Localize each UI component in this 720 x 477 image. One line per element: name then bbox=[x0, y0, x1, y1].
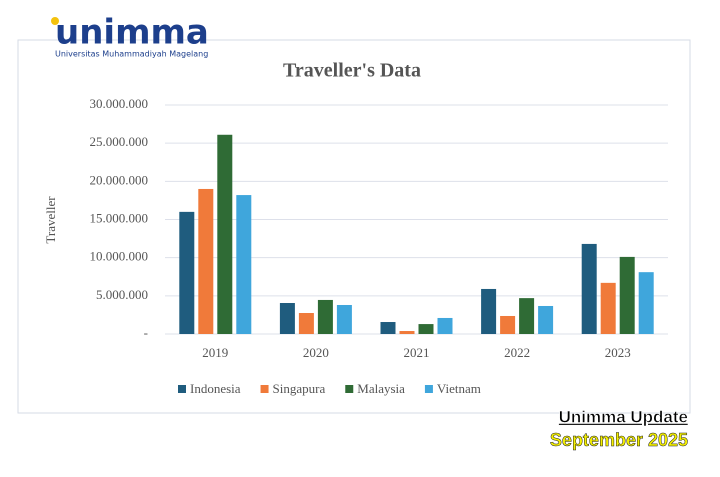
bar bbox=[638, 272, 654, 334]
chart-title: Traveller's Data bbox=[283, 60, 421, 82]
legend-swatch bbox=[178, 385, 186, 393]
bar bbox=[581, 243, 597, 334]
caption-title: Unimma Update bbox=[559, 407, 688, 426]
y-tick-label: 20.000.000 bbox=[90, 172, 149, 187]
bar bbox=[198, 188, 214, 334]
bar bbox=[380, 322, 396, 334]
chart-frame bbox=[17, 39, 691, 414]
logo-subtitle: Universitas Muhammadiyah Magelang bbox=[55, 50, 208, 59]
x-tick-label: 2023 bbox=[605, 345, 631, 360]
x-tick-label: 2021 bbox=[404, 345, 430, 360]
bar bbox=[519, 298, 535, 334]
x-tick-label: 2022 bbox=[504, 345, 530, 360]
caption-date: September 2025 bbox=[550, 430, 688, 450]
legend-label: Indonesia bbox=[190, 381, 241, 396]
bar bbox=[279, 303, 295, 334]
bar bbox=[619, 256, 635, 334]
bar bbox=[298, 313, 314, 334]
y-tick-label: - bbox=[144, 325, 148, 340]
bar bbox=[399, 331, 415, 334]
y-tick-label: 30.000.000 bbox=[90, 96, 149, 111]
x-tick-label: 2019 bbox=[202, 345, 228, 360]
x-tick-label: 2020 bbox=[303, 345, 329, 360]
bar bbox=[500, 315, 516, 334]
bar bbox=[600, 282, 616, 334]
y-tick-label: 5.000.000 bbox=[96, 287, 148, 302]
legend-label: Malaysia bbox=[357, 381, 405, 396]
bar bbox=[179, 211, 195, 334]
legend-label: Vietnam bbox=[437, 381, 481, 396]
bar bbox=[481, 288, 497, 334]
y-tick-label: 15.000.000 bbox=[90, 210, 149, 225]
logo: unimma bbox=[55, 13, 209, 53]
legend-swatch bbox=[345, 385, 354, 393]
y-tick-label: 10.000.000 bbox=[90, 249, 149, 264]
bar bbox=[217, 134, 233, 334]
bar bbox=[236, 195, 252, 334]
legend-swatch bbox=[260, 385, 269, 393]
bar bbox=[538, 305, 554, 334]
bar bbox=[317, 299, 333, 334]
bar bbox=[418, 324, 434, 334]
bar bbox=[336, 304, 352, 334]
bar bbox=[437, 317, 453, 334]
logo-dot bbox=[51, 17, 59, 25]
legend-label: Singapura bbox=[273, 381, 326, 396]
y-axis-label: Traveller bbox=[43, 196, 58, 244]
legend-swatch bbox=[424, 385, 433, 393]
y-tick-label: 25.000.000 bbox=[90, 134, 149, 149]
